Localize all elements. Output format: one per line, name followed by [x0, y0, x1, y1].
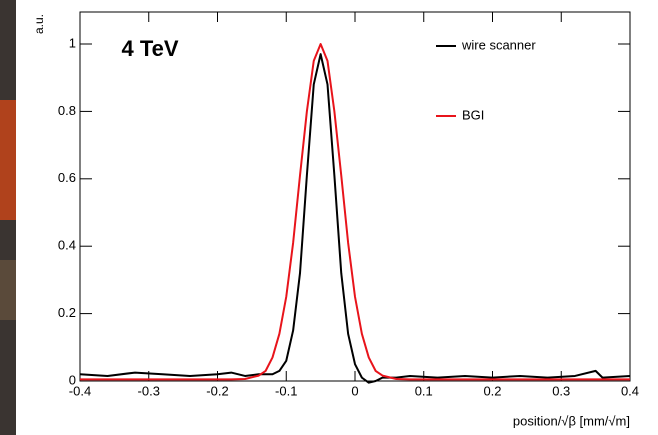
x-tick-label: 0 — [351, 383, 358, 398]
y-tick-label: 0.6 — [58, 170, 76, 185]
y-tick-label: 0.4 — [58, 238, 76, 253]
y-axis-label: a.u. — [32, 14, 46, 34]
y-tick-label: 0.8 — [58, 103, 76, 118]
x-tick-label: 0.4 — [621, 383, 639, 398]
x-tick-label: 0.3 — [552, 383, 570, 398]
x-axis-label: position/√β [mm/√m] — [513, 413, 630, 428]
chart-title: 4 TeV — [121, 36, 178, 61]
series-line — [80, 43, 630, 381]
x-tick-label: -0.2 — [206, 383, 228, 398]
y-tick-label: 0.2 — [58, 305, 76, 320]
legend-label: wire scanner — [461, 37, 536, 52]
y-tick-label: 0 — [69, 372, 76, 387]
x-tick-label: -0.3 — [138, 383, 160, 398]
photo-strip-band — [0, 260, 16, 320]
x-tick-label: 0.1 — [415, 383, 433, 398]
y-tick-label: 1 — [69, 35, 76, 50]
plot-frame — [79, 11, 631, 382]
legend-label: BGI — [462, 107, 484, 122]
photo-strip-band — [0, 100, 16, 220]
x-tick-label: -0.4 — [69, 383, 91, 398]
series-line — [79, 53, 631, 384]
x-tick-label: -0.1 — [275, 383, 297, 398]
x-tick-label: 0.2 — [483, 383, 501, 398]
